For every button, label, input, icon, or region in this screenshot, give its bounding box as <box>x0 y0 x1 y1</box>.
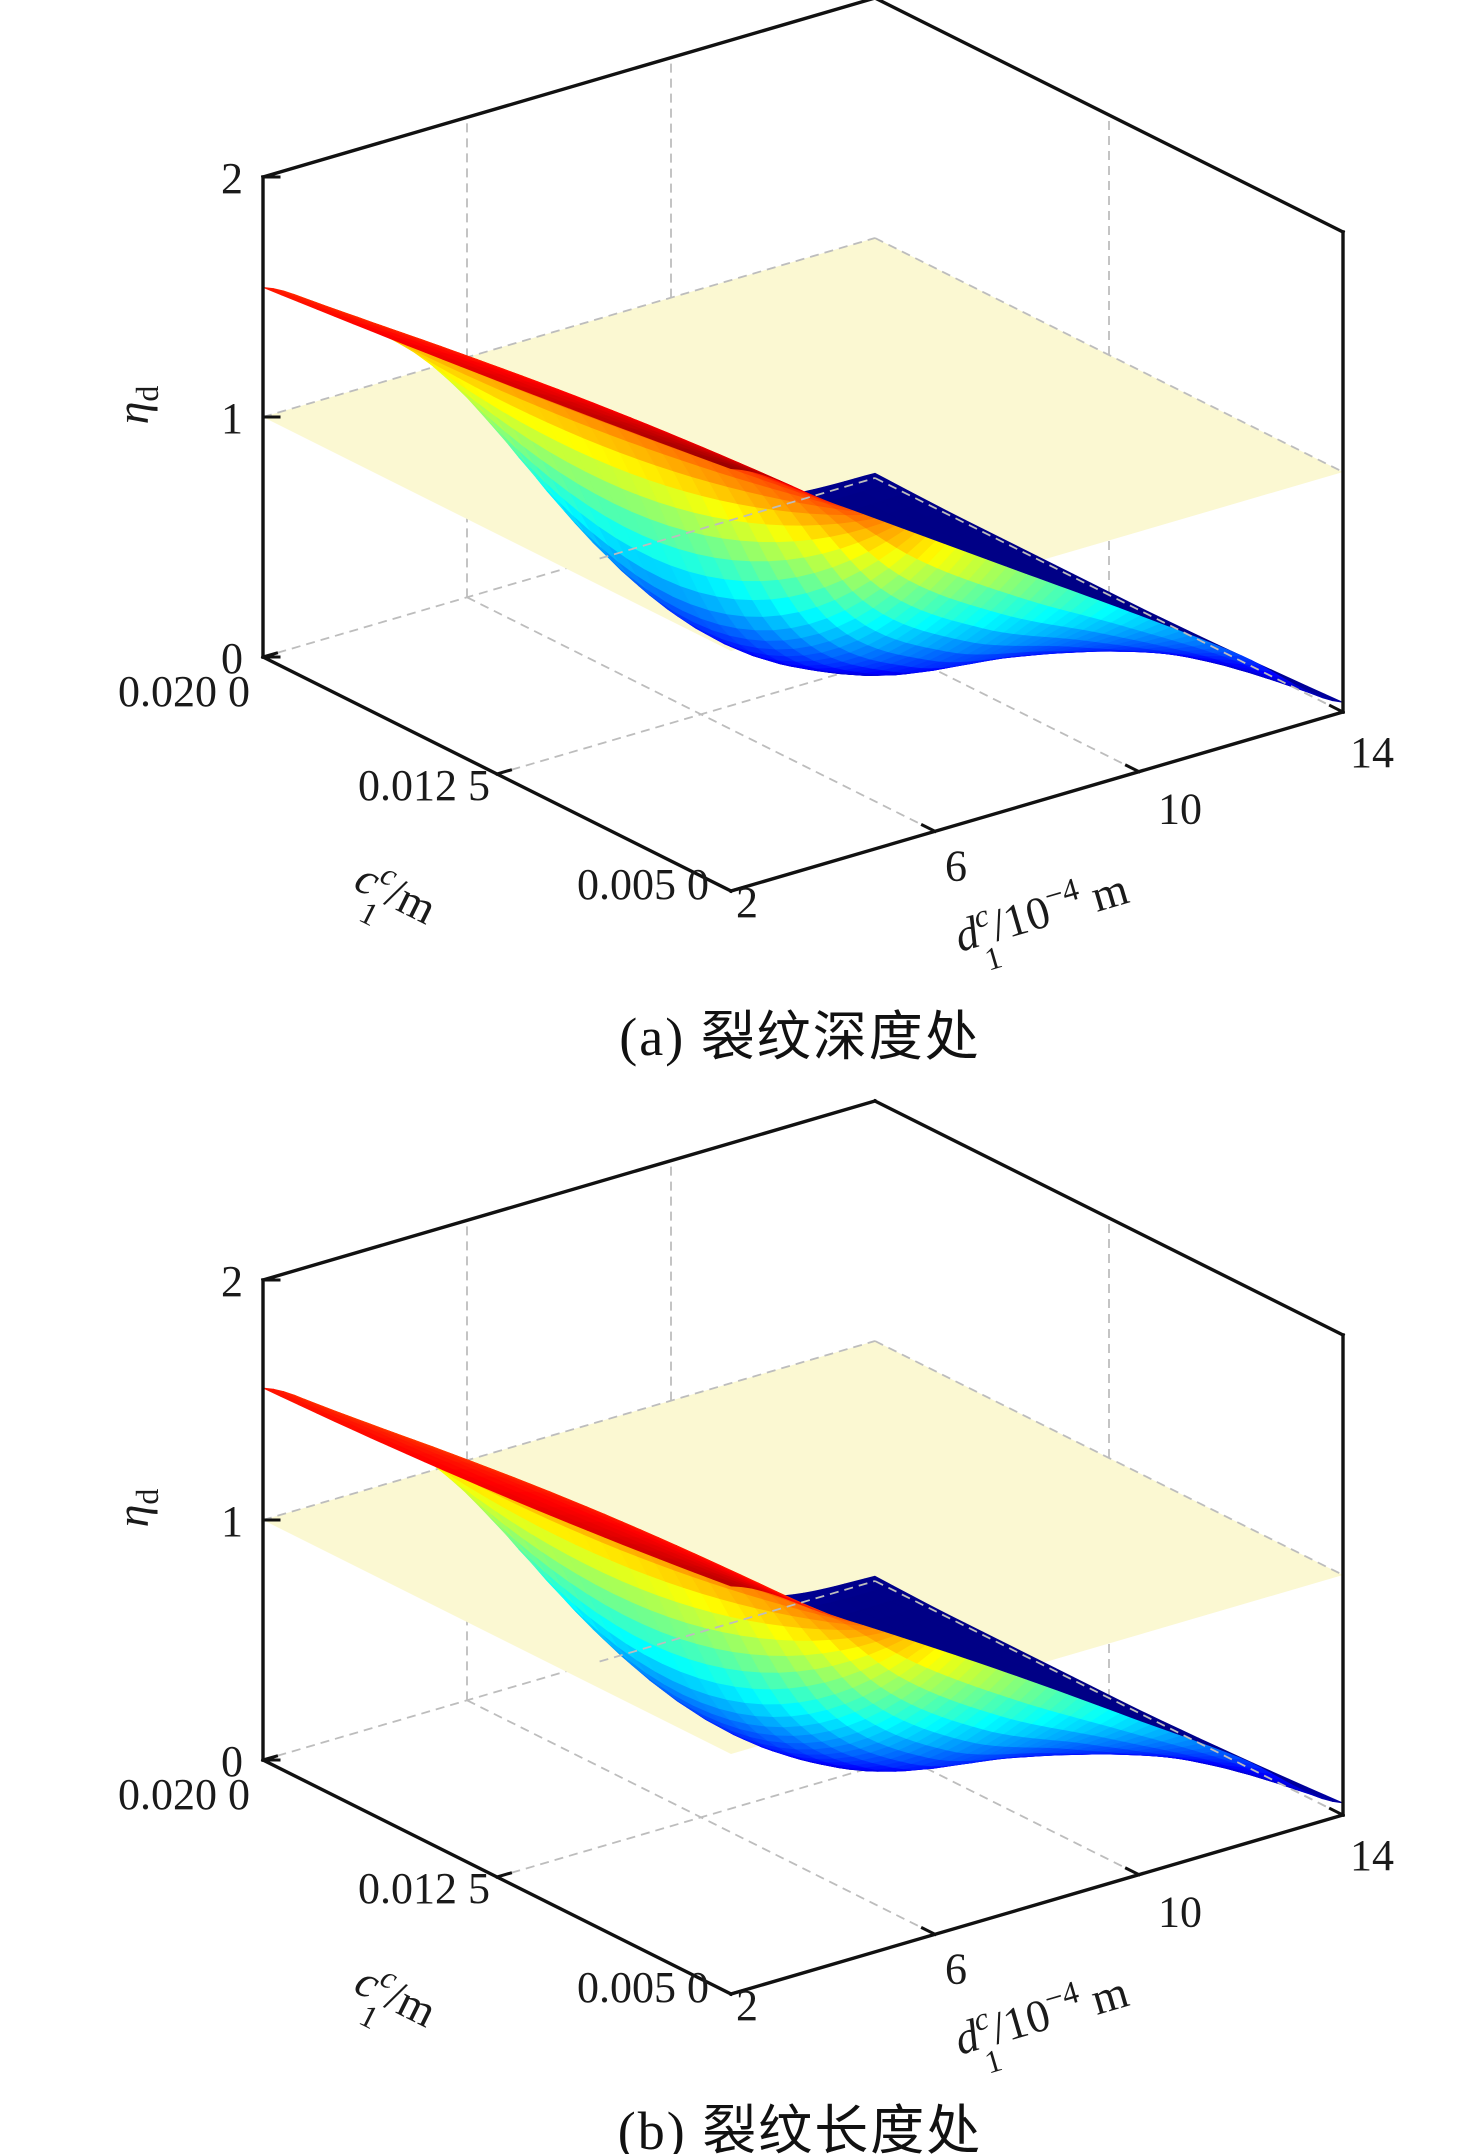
surface-plot-b: 0 1 2 0.020 0 0.012 5 0.005 0 2 6 10 14 ηd cc1/m dc1… <box>107 1098 1394 2087</box>
d-tick-label: 14 <box>1350 1831 1394 1880</box>
axis-box-edge <box>920 1926 938 1937</box>
d-tick-label: 14 <box>1350 728 1394 777</box>
caption-plot-b: (b) 裂纹长度处 <box>617 2101 983 2154</box>
surface-quad <box>262 287 292 297</box>
axis-box-edge <box>260 1098 878 1283</box>
c-axis-label: cc1/m <box>337 1949 447 2058</box>
axis-box-edge <box>495 768 513 776</box>
grid-line-over <box>599 1580 876 1663</box>
axis-box-edge <box>729 1988 747 1996</box>
z-axis-label: ηd <box>107 1489 165 1528</box>
d-tick-label: 2 <box>736 878 758 927</box>
plane-edge-line <box>262 237 876 418</box>
axis-box-edge <box>1124 763 1142 774</box>
c-tick-label: 0.005 0 <box>577 1963 709 2012</box>
axis-box-edge <box>729 885 747 893</box>
c-tick-label: 0.005 0 <box>577 860 709 909</box>
axis-box-edge <box>716 882 734 894</box>
surface-plot-a: 0 1 2 0.020 0 0.012 5 0.005 0 2 6 10 14 ηd cc1/m dc1… <box>107 0 1394 984</box>
c-tick-label: 0.020 0 <box>118 667 250 716</box>
axis-box-edge <box>875 0 1346 235</box>
plane-edge-line <box>262 1340 876 1521</box>
surface-mesh <box>262 287 1344 703</box>
z-axis-label: ηd <box>107 386 165 425</box>
z-tick-label: 1 <box>221 1497 243 1546</box>
d-axis-label: dc1/10−4 m <box>947 857 1141 984</box>
reference-plane <box>263 1341 1343 1754</box>
grid-line-over <box>874 1580 1344 1816</box>
axis-box-edge <box>728 1812 1346 1997</box>
c-tick-label: 0.020 0 <box>118 1770 250 1819</box>
axis-box-edge <box>1124 1866 1142 1877</box>
axis-box-edge <box>260 0 875 180</box>
c-tick-label: 0.012 5 <box>358 1864 490 1913</box>
d-axis-label: dc1/10−4 m <box>947 1960 1141 2087</box>
d-tick-label: 10 <box>1158 785 1202 834</box>
c-axis-label: cc1/m <box>337 846 447 955</box>
axis-box-edge <box>261 651 279 659</box>
plane-edge-line <box>874 1340 1344 1576</box>
plane-edge-line <box>874 237 1344 473</box>
axis-box-edge <box>872 1098 1346 1338</box>
grid-line-over <box>874 477 1344 713</box>
axis-box-edge <box>728 709 1346 894</box>
d-tick-label: 2 <box>736 1981 758 2030</box>
surface-quad <box>712 461 742 470</box>
axis-box-edge <box>920 823 938 834</box>
reference-plane <box>263 238 1343 651</box>
z-tick-label: 1 <box>221 394 243 443</box>
z-tick-label: 2 <box>221 154 243 203</box>
axis-box-edge <box>495 1871 513 1879</box>
z-tick-label: 0 <box>221 1737 243 1786</box>
caption-plot-a: (a) 裂纹深度处 <box>619 1007 981 1067</box>
axis-box-edge <box>1328 1806 1346 1818</box>
c-tick-label: 0.012 5 <box>358 761 490 810</box>
grid-line-over <box>599 477 876 560</box>
d-tick-label: 6 <box>945 1944 967 1993</box>
axis-box-edge <box>261 1754 279 1762</box>
d-tick-label: 10 <box>1158 1888 1202 1937</box>
axis-box-edge <box>716 1985 734 1997</box>
surface-quad <box>712 1578 742 1587</box>
z-tick-label: 0 <box>221 634 243 683</box>
z-tick-label: 2 <box>221 1257 243 1306</box>
axis-box-edge <box>1328 703 1346 715</box>
d-tick-label: 6 <box>945 841 967 890</box>
surface-mesh <box>262 1387 1344 1804</box>
